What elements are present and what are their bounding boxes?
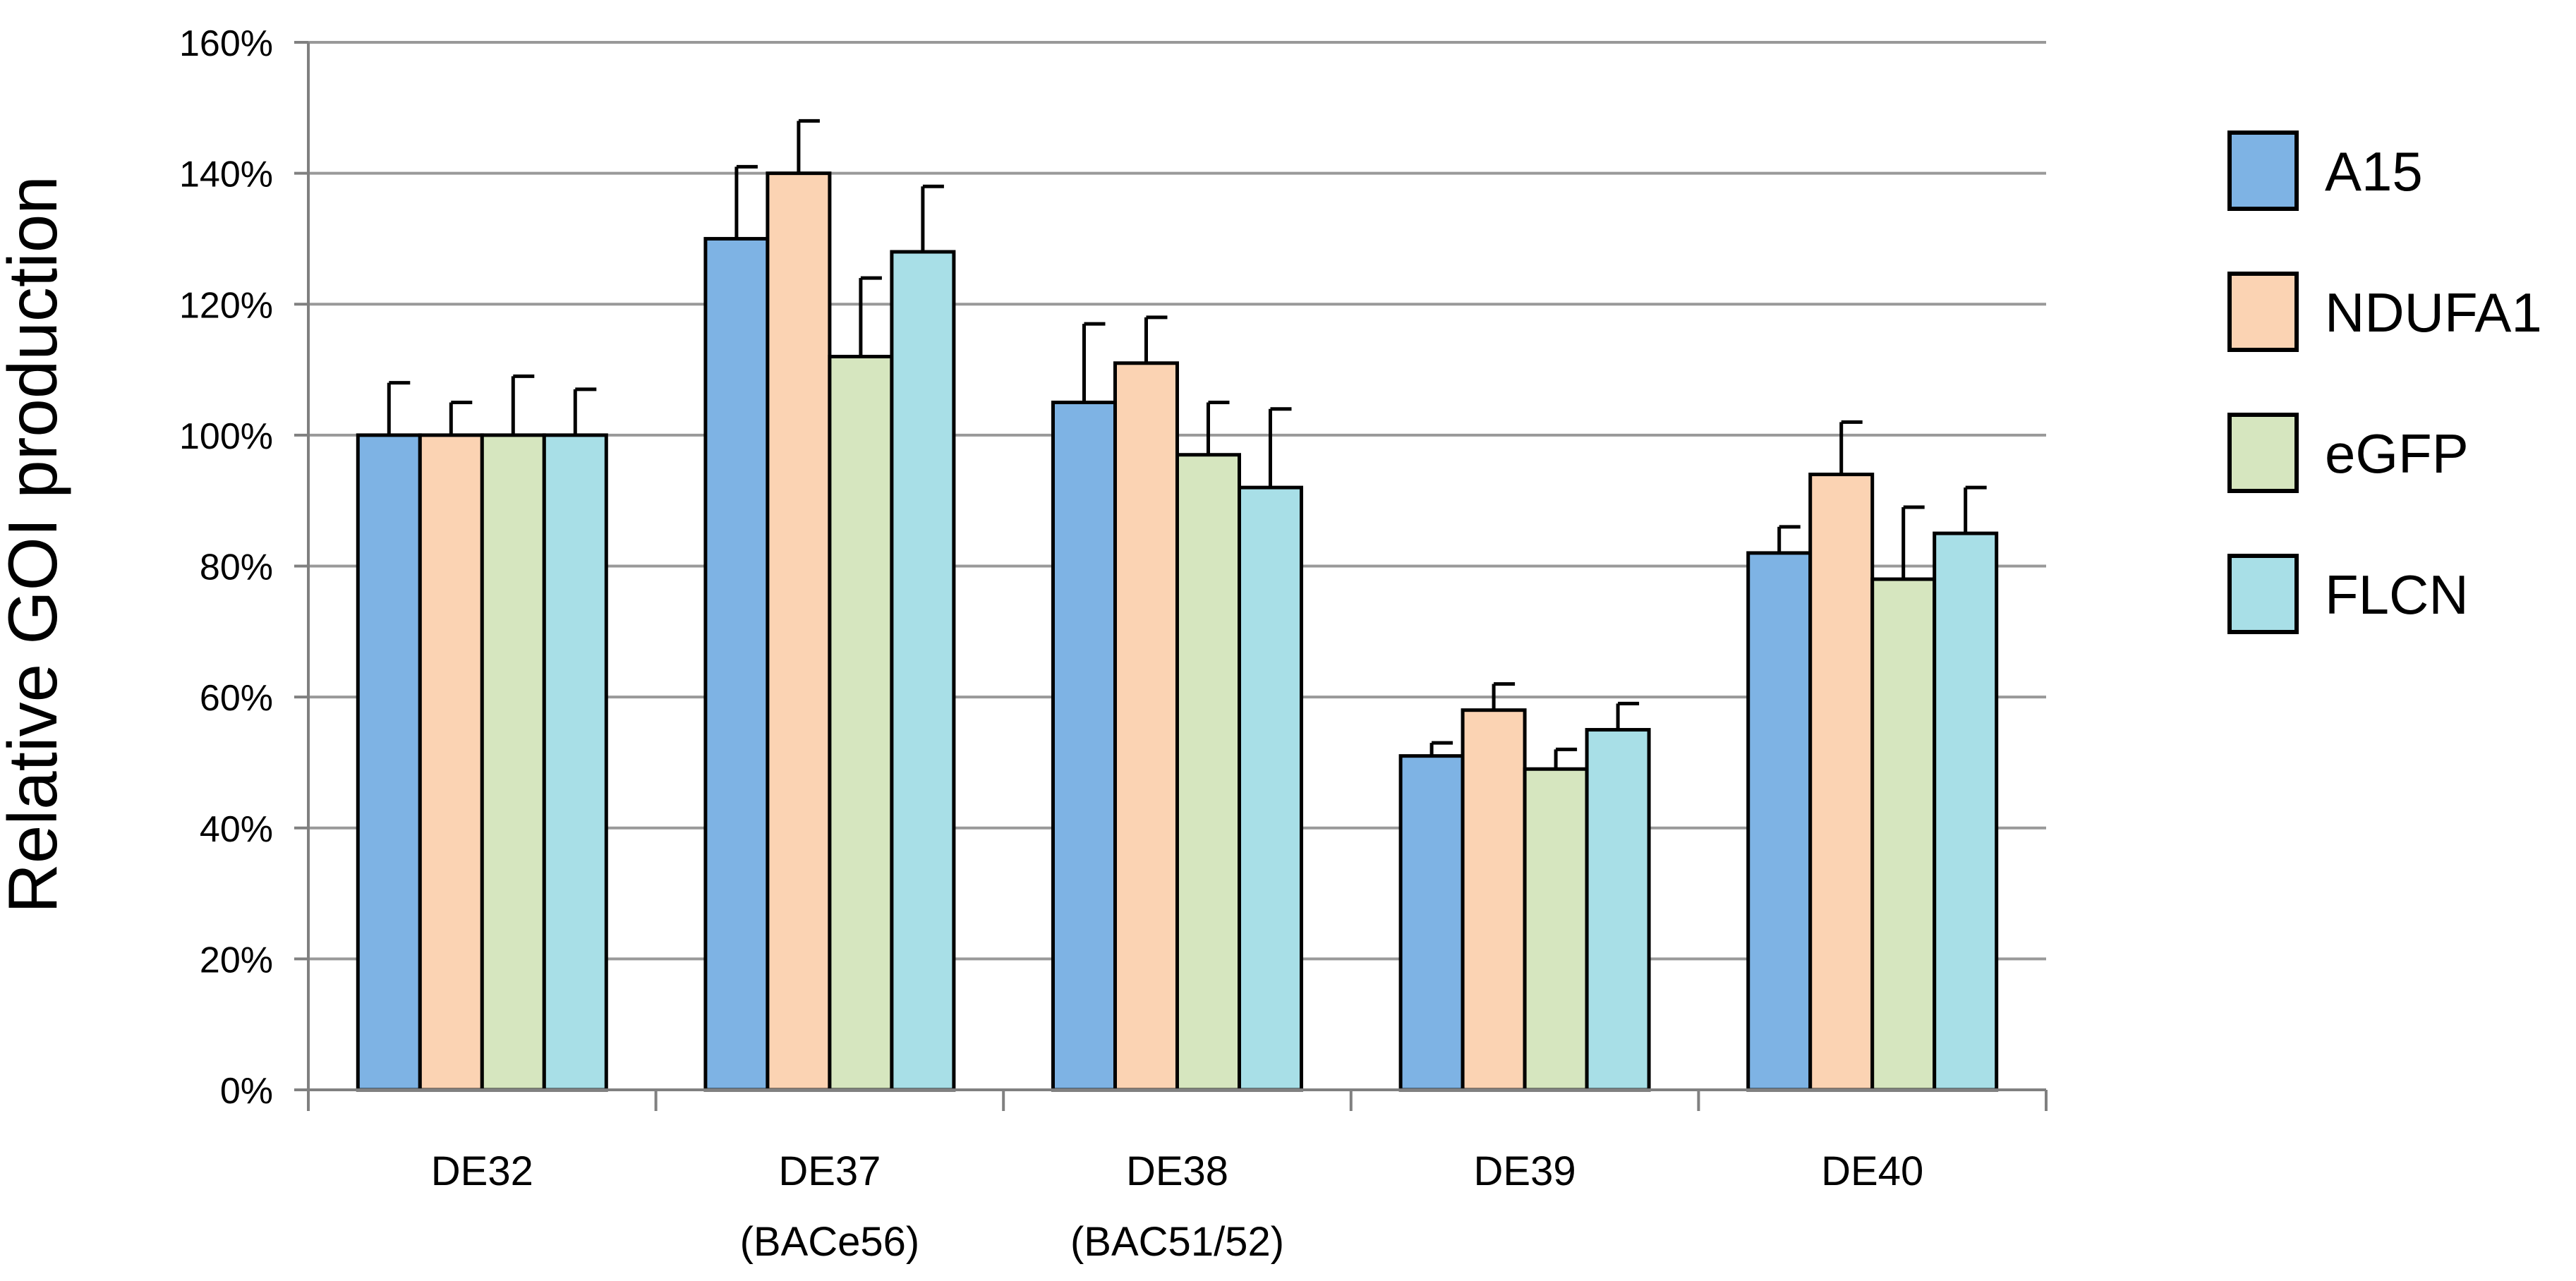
bar-egfp-de40 <box>1870 577 1937 1092</box>
y-tick-label: 120% <box>179 285 273 326</box>
legend-swatch-a15 <box>2227 130 2299 211</box>
legend-label-ndufa1: NDUFA1 <box>2325 281 2542 344</box>
bars <box>356 171 1999 1092</box>
x-tick-label: DE40 <box>1821 1148 1923 1194</box>
bar-a15-de39 <box>1398 754 1465 1092</box>
y-tick-label: 100% <box>179 416 273 457</box>
legend: A15 NDUFA1 eGFP FLCN <box>2227 130 2542 634</box>
y-tick-label: 140% <box>179 154 273 195</box>
y-tick-labels: 0% 20% 40% 60% 80% 100% 120% 140% 160% <box>179 23 308 1112</box>
y-tick-label: 80% <box>200 547 273 588</box>
bar-ndufa1-de38 <box>1113 361 1179 1092</box>
y-tick-label: 0% <box>220 1071 273 1112</box>
bar-ndufa1-de40 <box>1808 473 1875 1092</box>
legend-swatch-egfp <box>2227 413 2299 493</box>
legend-label-egfp: eGFP <box>2325 423 2469 485</box>
bar-ndufa1-de37 <box>766 171 832 1092</box>
x-tick-sublabel: (BAC51/52) <box>1070 1219 1284 1265</box>
error-bars <box>387 119 1987 770</box>
bar-flcn-de32 <box>542 433 608 1092</box>
y-axis-title: Relative GOI production <box>0 176 71 913</box>
bar-a15-de37 <box>703 236 770 1092</box>
bar-a15-de32 <box>356 433 422 1092</box>
bar-a15-de40 <box>1746 551 1813 1092</box>
bar-egfp-de32 <box>480 433 546 1092</box>
bar-egfp-de38 <box>1175 453 1241 1092</box>
y-tick-label: 160% <box>179 23 273 64</box>
bar-a15-de38 <box>1051 400 1117 1092</box>
x-tick-label: DE39 <box>1474 1148 1576 1194</box>
bar-egfp-de39 <box>1523 767 1589 1092</box>
bar-flcn-de40 <box>1933 531 1999 1092</box>
bar-egfp-de37 <box>828 355 894 1092</box>
bar-flcn-de37 <box>890 250 956 1092</box>
x-tick-labels: DE32 DE37 (BACe56) DE38 (BAC51/52) DE39 DE40 <box>431 1148 1923 1265</box>
x-tick-label: DE38 <box>1126 1148 1228 1194</box>
legend-swatch-flcn <box>2227 554 2299 634</box>
y-tick-label: 40% <box>200 809 273 850</box>
bar-ndufa1-de32 <box>418 433 484 1092</box>
legend-label-flcn: FLCN <box>2325 564 2469 626</box>
y-tick-label: 20% <box>200 940 273 981</box>
x-tick-sublabel: (BACe56) <box>740 1219 920 1265</box>
y-tick-label: 60% <box>200 678 273 719</box>
x-tick-label: DE37 <box>778 1148 881 1194</box>
bar-flcn-de39 <box>1585 728 1651 1092</box>
bar-flcn-de38 <box>1238 485 1303 1092</box>
x-tick-label: DE32 <box>431 1148 533 1194</box>
legend-label-a15: A15 <box>2325 140 2423 202</box>
legend-swatch-ndufa1 <box>2227 272 2299 352</box>
bar-ndufa1-de39 <box>1461 708 1527 1092</box>
